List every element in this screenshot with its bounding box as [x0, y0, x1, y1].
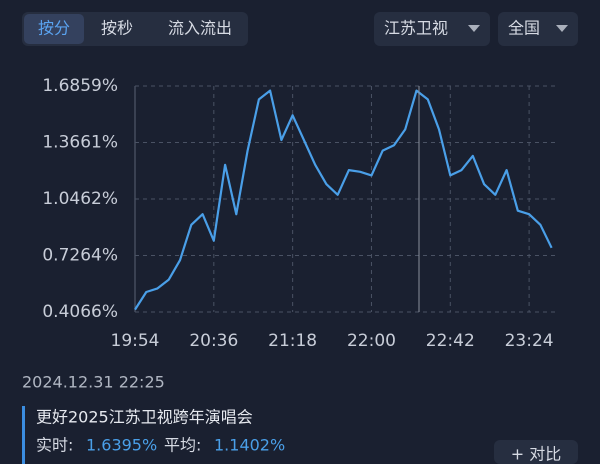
tab[interactable]: 按分 [38, 19, 70, 38]
dropdown-label[interactable]: 全国 [508, 19, 540, 38]
average-value: 1.1402% [214, 436, 285, 455]
x-tick-label: 19:54 [111, 331, 160, 351]
compare-button-label[interactable]: + 对比 [511, 445, 562, 464]
dropdown[interactable] [374, 12, 490, 46]
y-tick-label: 0.7264% [42, 246, 118, 266]
tab[interactable]: 流入流出 [168, 19, 232, 38]
realtime-label: 实时: [36, 436, 73, 455]
info-time: 2024.12.31 22:25 [22, 373, 165, 392]
dropdown-arrow [556, 25, 568, 32]
program-title: 更好2025江苏卫视跨年演唱会 [36, 408, 253, 427]
y-tick-label: 1.6859% [42, 76, 118, 96]
y-tick-label: 0.4066% [42, 302, 118, 322]
tab[interactable]: 按秒 [101, 19, 133, 38]
x-tick-label: 21:18 [268, 331, 317, 351]
dropdown-arrow [468, 25, 480, 32]
x-tick-label: 23:24 [505, 331, 554, 351]
chart: 0.4066% 0.7264% 1.0462% 1.3661% 1.6859% 19:54… [42, 76, 556, 351]
dropdown[interactable] [498, 12, 578, 46]
average-label: 平均: [164, 436, 201, 455]
x-tick-label: 22:42 [426, 331, 475, 351]
series-line [134, 89, 553, 311]
dropdown-label[interactable]: 江苏卫视 [384, 19, 448, 38]
x-tick-label: 22:00 [347, 331, 396, 351]
x-tick-label: 20:36 [189, 331, 238, 351]
compare-button[interactable] [494, 440, 578, 464]
y-tick-label: 1.0462% [42, 189, 118, 209]
realtime-value: 1.6395% [86, 436, 157, 455]
info-accent [22, 406, 25, 464]
tab-active-bg [24, 14, 84, 44]
y-tick-label: 1.3661% [42, 132, 118, 152]
